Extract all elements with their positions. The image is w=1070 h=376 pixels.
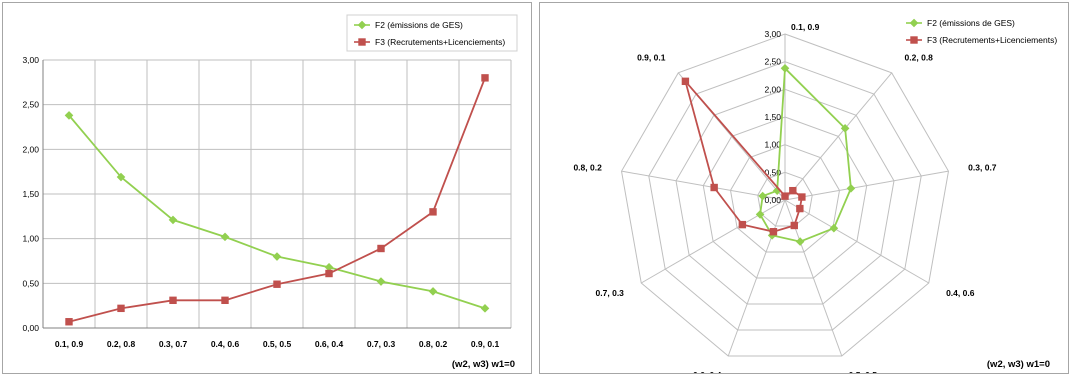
y-tick-label: 1,50 [22, 189, 39, 199]
data-point [481, 74, 489, 82]
data-point [428, 287, 438, 296]
radar-ring [729, 144, 841, 253]
legend-marker [909, 18, 919, 28]
radar-ring [620, 33, 950, 357]
category-label: 0.5, 0.5 [849, 370, 878, 373]
radar-ring [757, 171, 813, 227]
data-point [790, 221, 798, 230]
series-line [759, 66, 852, 243]
data-point [798, 193, 806, 201]
data-point [795, 237, 805, 246]
line-chart-panel: 0,00 0,50 1,00 1,50 2,00 2,50 3,00 0.1, 0.9 0.2,… [2, 2, 532, 374]
radar-ring [675, 88, 895, 305]
data-point [220, 232, 230, 242]
data-point [117, 304, 125, 313]
data-point [769, 228, 778, 236]
data-point [169, 296, 177, 305]
radar-spoke [640, 199, 786, 284]
legend-box [346, 14, 518, 52]
radar-chart-panel: 0,00 0,50 1,00 1,50 2,00 2,50 3,00 0.1, 0.9 0.2,… [539, 2, 1069, 374]
radar-spoke [784, 170, 949, 201]
radar-spoke [727, 199, 786, 357]
data-point [168, 215, 178, 225]
r-tick-label: 3,00 [764, 29, 781, 39]
category-label: 0.4, 0.6 [946, 288, 975, 298]
data-point [377, 244, 385, 253]
x-axis-title: (w2, w3) w1=0 [987, 359, 1050, 370]
data-point [65, 318, 73, 326]
y-tick-label: 3,00 [22, 55, 39, 65]
data-point [116, 172, 126, 182]
x-tick-label: 0.7, 0.3 [367, 339, 396, 349]
data-point [796, 204, 804, 213]
r-tick-label: 2,50 [764, 57, 781, 67]
data-point [325, 269, 333, 278]
category-label: 0.6, 0.4 [693, 370, 722, 373]
line-chart: 0,00 0,50 1,00 1,50 2,00 2,50 3,00 0.1, 0.9 0.2,… [22, 14, 518, 370]
legend-marker [910, 36, 918, 44]
data-point [273, 280, 281, 288]
category-label: 0.9, 0.1 [637, 53, 666, 63]
data-point [710, 183, 718, 192]
data-point [376, 277, 386, 286]
x-axis-title: (w2, w3) w1=0 [452, 359, 515, 370]
r-tick-label: 1,50 [764, 112, 781, 122]
data-point [840, 124, 850, 133]
data-point [429, 208, 437, 216]
data-point [789, 186, 797, 195]
y-tick-label: 0,50 [22, 278, 39, 288]
r-tick-label: 0,50 [764, 167, 781, 177]
data-point [755, 210, 765, 219]
x-tick-label: 0.2, 0.8 [107, 339, 136, 349]
category-label: 0.2, 0.8 [905, 53, 934, 63]
data-point [780, 63, 790, 73]
radar-spoke [621, 170, 786, 201]
x-tick-label: 0.1, 0.9 [55, 339, 84, 349]
data-point [758, 191, 767, 201]
radar-chart: 0,00 0,50 1,00 1,50 2,00 2,50 3,00 0.1, 0.9 0.2,… [573, 18, 1057, 373]
data-point [221, 296, 229, 305]
radar-spoke [784, 199, 930, 284]
category-label: 0.1, 0.9 [791, 22, 820, 32]
r-tick-label: 0,00 [764, 195, 781, 205]
legend-label: F3 (Recrutements+Licenciements) [375, 37, 505, 47]
legend-label: F3 (Recrutements+Licenciements) [927, 35, 1057, 45]
radar-ring [702, 116, 868, 279]
data-point [64, 111, 74, 120]
data-point [324, 262, 334, 272]
x-tick-label: 0.5, 0.5 [263, 339, 292, 349]
data-point [272, 252, 282, 261]
legend-marker [358, 38, 366, 46]
series-line [684, 80, 803, 233]
category-label: 0.8, 0.2 [573, 163, 602, 173]
data-point [846, 184, 856, 193]
data-point [738, 220, 747, 229]
data-point [681, 77, 690, 86]
y-tick-label: 2,50 [22, 100, 39, 110]
category-label: 0.7, 0.3 [596, 288, 625, 298]
y-tick-label: 1,00 [22, 234, 39, 244]
y-tick-label: 2,00 [22, 144, 39, 154]
series-line [68, 114, 486, 310]
legend-label: F2 (émissions de GES) [375, 20, 463, 30]
r-tick-label: 2,00 [764, 84, 781, 94]
radar-spoke [784, 72, 893, 201]
radar-ring [648, 61, 922, 331]
data-point [829, 223, 839, 233]
category-label: 0.3, 0.7 [968, 163, 997, 173]
data-point [480, 304, 490, 313]
x-tick-label: 0.4, 0.6 [211, 339, 240, 349]
y-tick-label: 0,00 [22, 323, 39, 333]
x-tick-label: 0.3, 0.7 [159, 339, 188, 349]
x-tick-label: 0.8, 0.2 [419, 339, 448, 349]
x-tick-label: 0.6, 0.4 [315, 339, 344, 349]
r-tick-label: 1,00 [764, 140, 781, 150]
legend-marker [357, 20, 367, 30]
x-tick-label: 0.9, 0.1 [471, 339, 500, 349]
legend-label: F2 (émissions de GES) [927, 18, 1015, 28]
data-point [781, 192, 789, 200]
